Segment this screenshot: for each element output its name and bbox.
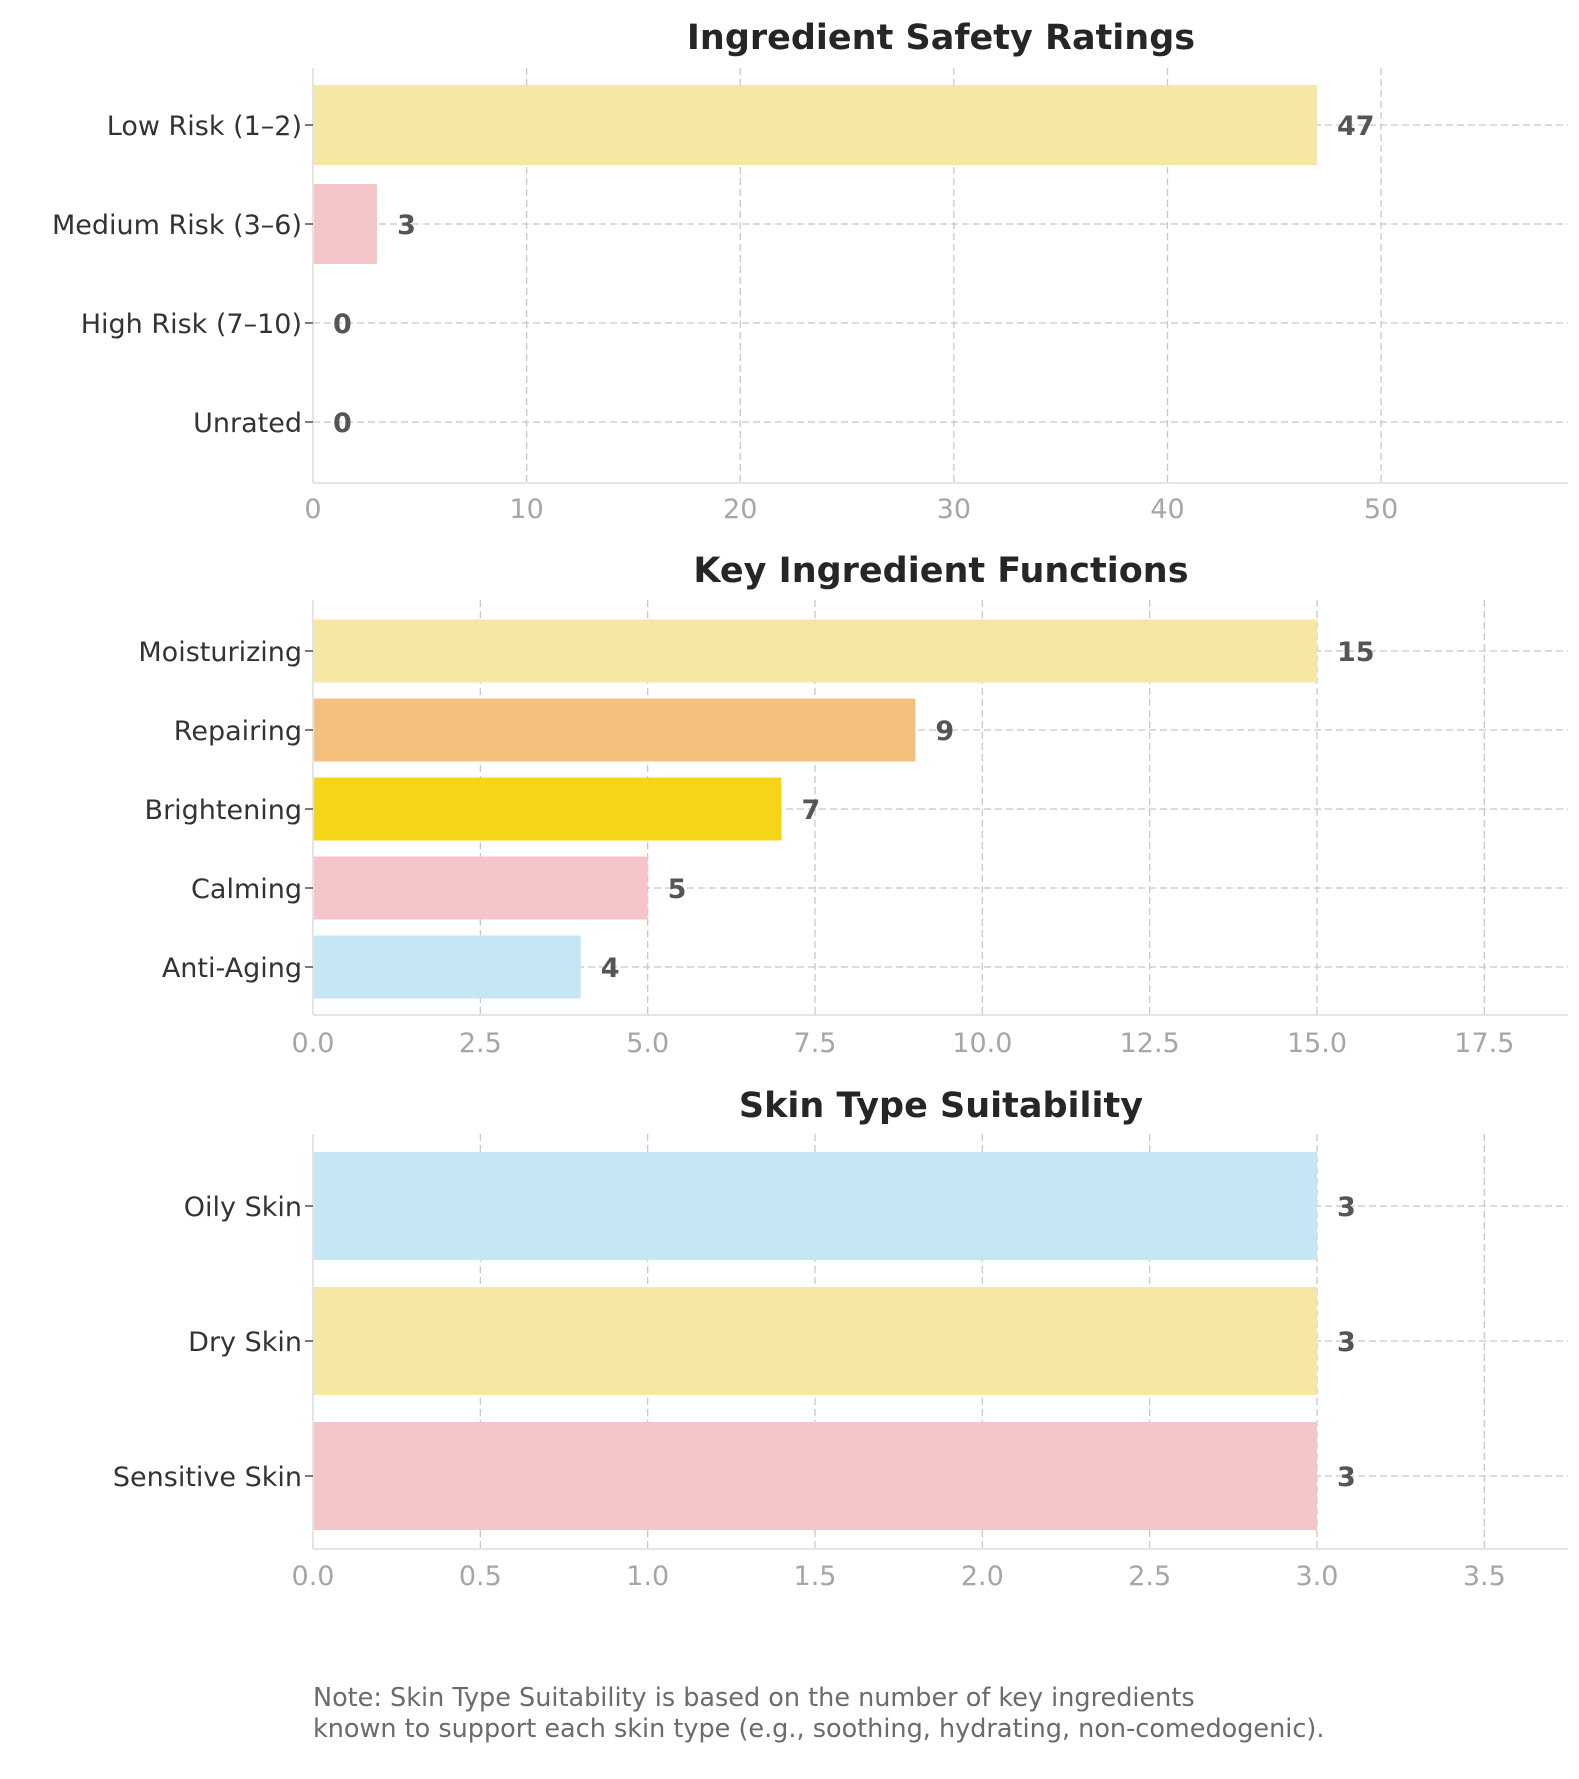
value-label-dry-skin: 3 [1337,1327,1356,1358]
category-label-high-risk-7-10: High Risk (7–10) [81,309,302,340]
x-tick-label: 3.5 [1463,1561,1506,1592]
x-tick-label: 15.0 [1287,1028,1347,1059]
panel-safety-ratings: Low Risk (1–2) Medium Risk (3–6) High Risk… [52,18,1568,525]
x-tick-label: 7.5 [794,1028,837,1059]
x-tick-label: 3.0 [1296,1561,1339,1592]
bar-medium-risk-3-6 [313,184,378,264]
category-label-moisturizing: Moisturizing [138,637,302,668]
x-tick-label: 1.0 [626,1561,669,1592]
value-label-moisturizing: 15 [1337,637,1375,668]
x-tick-label: 0.0 [292,1028,335,1059]
x-tick-label: 2.5 [1128,1561,1171,1592]
bar-oily-skin [313,1152,1317,1260]
category-label-low-risk-1-2: Low Risk (1–2) [107,111,302,142]
bar-repairing [313,698,916,762]
bar-brightening [313,777,782,841]
x-tick-label: 0.5 [459,1561,502,1592]
value-label-low-risk-1-2: 47 [1337,111,1375,142]
x-tick-label: 17.5 [1454,1028,1514,1059]
chart-title: Skin Type Suitability [739,1086,1143,1126]
x-tick-label: 50 [1364,494,1398,525]
category-label-oily-skin: Oily Skin [184,1192,302,1223]
category-label-brightening: Brightening [145,795,302,826]
category-label-repairing: Repairing [174,716,302,747]
x-tick-label: 1.5 [794,1561,837,1592]
bar-dry-skin [313,1287,1317,1395]
bar-sensitive-skin [313,1422,1317,1530]
x-tick-label: 10 [509,494,543,525]
x-tick-label: 12.5 [1120,1028,1180,1059]
category-label-calming: Calming [191,874,302,905]
value-label-oily-skin: 3 [1337,1192,1356,1223]
x-tick-label: 0.0 [292,1561,335,1592]
value-label-anti-aging: 4 [601,953,620,984]
x-tick-label: 40 [1150,494,1184,525]
footnote-line-1: Note: Skin Type Suitability is based on … [313,1683,1195,1713]
x-tick-label: 30 [937,494,971,525]
category-label-anti-aging: Anti-Aging [162,953,302,984]
bar-moisturizing [313,619,1317,683]
category-label-sensitive-skin: Sensitive Skin [113,1462,302,1493]
value-label-high-risk-7-10: 0 [333,309,352,340]
x-tick-label: 2.5 [459,1028,502,1059]
value-label-sensitive-skin: 3 [1337,1462,1356,1493]
bar-anti-aging [313,935,581,999]
category-label-dry-skin: Dry Skin [188,1327,302,1358]
footnote: Note: Skin Type Suitability is based on … [313,1683,1513,1745]
value-label-repairing: 9 [935,716,954,747]
footnote-line-2: known to support each skin type (e.g., s… [313,1714,1325,1744]
chart-title: Ingredient Safety Ratings [687,18,1195,58]
value-label-unrated: 0 [333,408,352,439]
panel-skin-type-suitability: Oily Skin Dry Skin Sensitive Skin 3 3 3 0.0 0.5… [113,1086,1568,1592]
value-label-medium-risk-3-6: 3 [397,210,416,241]
x-tick-label: 0 [304,494,321,525]
value-label-brightening: 7 [802,795,821,826]
x-tick-label: 2.0 [961,1561,1004,1592]
x-tick-label: 20 [723,494,757,525]
category-label-medium-risk-3-6: Medium Risk (3–6) [52,210,302,241]
chart-title: Key Ingredient Functions [693,551,1188,591]
value-label-calming: 5 [668,874,687,905]
panel-ingredient-functions: Moisturizing Repairing Brightening Calming A… [138,551,1568,1059]
bar-low-risk-1-2 [313,85,1317,165]
category-label-unrated: Unrated [193,408,302,439]
x-tick-label: 10.0 [952,1028,1012,1059]
bar-calming [313,856,648,920]
x-tick-label: 5.0 [626,1028,669,1059]
